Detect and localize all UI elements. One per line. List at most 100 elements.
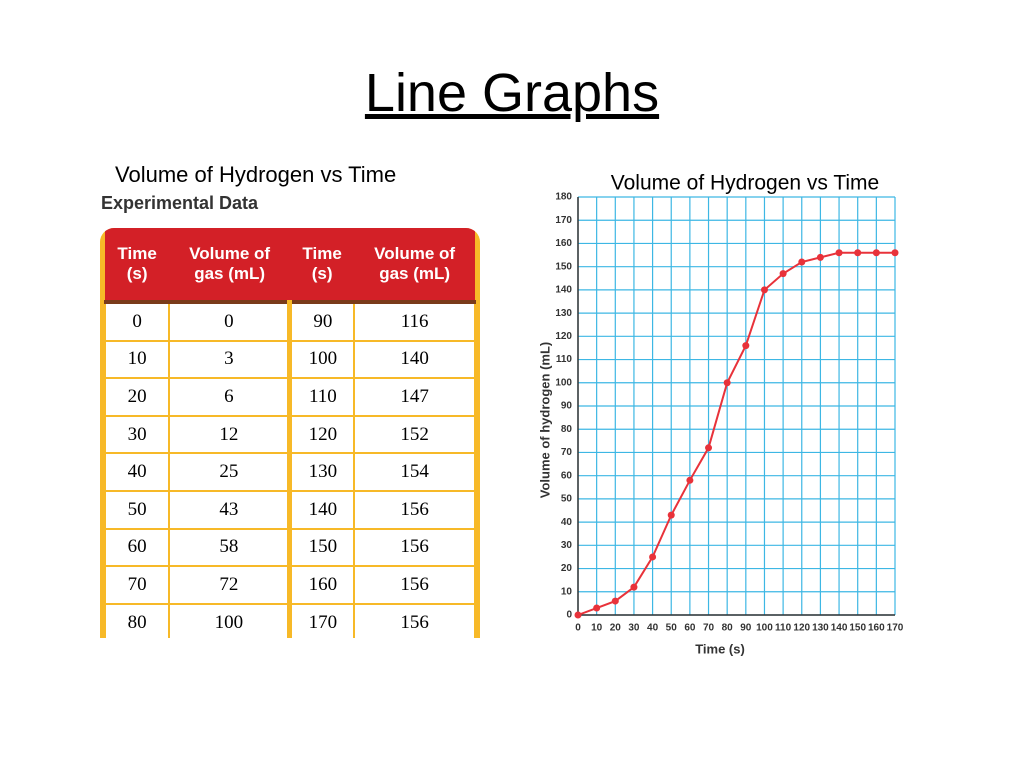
- table-row: 20 6 110 147: [103, 377, 476, 417]
- data-point: [574, 611, 582, 619]
- header-cell: Time (s): [105, 228, 170, 304]
- data-point: [760, 286, 768, 294]
- table-cell: 12: [168, 414, 291, 455]
- data-line: [577, 251, 895, 616]
- y-tick-label: 180: [555, 192, 572, 203]
- x-tick-label: 0: [575, 623, 581, 634]
- y-axis-label: Volume of hydrogen (mL): [537, 342, 552, 498]
- y-tick-label: 120: [555, 331, 572, 342]
- y-tick-label: 80: [561, 424, 573, 435]
- table-cell: 156: [353, 602, 476, 638]
- y-tick-label: 140: [555, 285, 572, 296]
- table-cell: 110: [287, 377, 356, 417]
- header-cell: Time (s): [289, 228, 355, 304]
- table-cell: 160: [287, 565, 356, 605]
- table-cell: 20: [103, 377, 171, 417]
- table-cell: 100: [168, 602, 291, 638]
- data-point: [649, 553, 657, 561]
- data-point: [854, 249, 862, 257]
- data-point: [779, 270, 787, 278]
- table-frame: Time (s) Volume of gas (mL) Time (s) Volume…: [100, 228, 480, 638]
- x-tick-label: 50: [666, 623, 678, 634]
- slide-title: Line Graphs: [364, 63, 660, 123]
- table-row: 50 43 140 156: [103, 489, 476, 530]
- x-tick-label: 100: [756, 623, 773, 634]
- data-point: [798, 258, 806, 266]
- x-tick-label: 20: [610, 623, 622, 634]
- table-cell: 100: [287, 339, 356, 380]
- table-row: 70 72 160 156: [103, 565, 476, 605]
- y-tick-label: 50: [561, 494, 573, 505]
- table-cell: 50: [103, 489, 171, 530]
- data-point: [630, 583, 638, 591]
- y-tick-label: 150: [555, 261, 572, 272]
- y-tick-label: 110: [556, 354, 573, 365]
- table-row: 0 0 90 116: [103, 301, 476, 342]
- data-point: [742, 342, 750, 350]
- table-cell: 170: [287, 602, 356, 638]
- x-axis-label: Time (s): [695, 641, 745, 656]
- table-row: 80 100 170 156: [103, 602, 476, 638]
- table-cell: 90: [287, 301, 356, 342]
- table-cell: 156: [353, 565, 476, 605]
- x-tick-label: 30: [628, 623, 640, 634]
- data-point: [723, 379, 731, 387]
- data-point: [611, 597, 619, 605]
- table-cell: 116: [353, 301, 476, 342]
- y-tick-label: 90: [561, 401, 573, 412]
- table-cell: 25: [168, 452, 291, 492]
- x-tick-label: 80: [722, 623, 734, 634]
- y-tick-label: 40: [561, 517, 573, 528]
- table-cell: 140: [287, 489, 356, 530]
- y-tick-label: 130: [555, 308, 572, 319]
- x-tick-label: 170: [887, 623, 904, 634]
- table-caption: Volume of Hydrogen vs Time: [115, 162, 397, 187]
- table-cell: 30: [103, 414, 171, 455]
- x-tick-label: 130: [812, 623, 829, 634]
- table-cell: 72: [168, 565, 291, 605]
- table-cell: 58: [168, 527, 291, 568]
- y-tick-label: 160: [555, 238, 572, 249]
- y-tick-label: 30: [561, 540, 573, 551]
- table-row: 10 3 100 140: [103, 339, 476, 380]
- table-label: Experimental Data: [101, 193, 259, 213]
- x-tick-label: 40: [647, 623, 659, 634]
- data-point: [872, 249, 880, 257]
- table-cell: 43: [168, 489, 291, 530]
- table-cell: 156: [353, 527, 476, 568]
- x-tick-label: 60: [684, 623, 696, 634]
- table-cell: 120: [287, 414, 356, 455]
- table-cell: 70: [103, 565, 171, 605]
- data-point: [816, 253, 824, 261]
- x-tick-label: 10: [591, 623, 603, 634]
- table-cell: 150: [287, 527, 356, 568]
- x-tick-label: 90: [740, 623, 752, 634]
- table-cell: 147: [353, 377, 476, 417]
- table-cell: 60: [103, 527, 171, 568]
- table-cell: 6: [168, 377, 291, 417]
- data-point: [593, 604, 601, 612]
- table-cell: 3: [168, 339, 291, 380]
- table-row: 30 12 120 152: [103, 414, 476, 455]
- table-cell: 154: [353, 452, 476, 492]
- table-row: 60 58 150 156: [103, 527, 476, 568]
- x-tick-label: 140: [831, 623, 848, 634]
- x-tick-label: 110: [775, 623, 792, 634]
- table-cell: 10: [103, 339, 171, 380]
- data-point: [686, 476, 694, 484]
- table-cell: 130: [287, 452, 356, 492]
- data-point: [891, 249, 899, 257]
- data-table: Time (s) Volume of gas (mL) Time (s) Volume…: [103, 228, 476, 638]
- table-cell: 0: [168, 301, 291, 342]
- y-tick-label: 100: [555, 377, 572, 388]
- table-cell: 80: [103, 602, 171, 638]
- table-cell: 0: [103, 301, 171, 342]
- chart-title: Volume of Hydrogen vs Time: [611, 172, 879, 195]
- x-tick-label: 70: [703, 623, 715, 634]
- y-tick-label: 0: [566, 610, 572, 621]
- x-tick-label: 150: [849, 623, 866, 634]
- data-point: [667, 511, 675, 519]
- y-tick-label: 20: [561, 563, 573, 574]
